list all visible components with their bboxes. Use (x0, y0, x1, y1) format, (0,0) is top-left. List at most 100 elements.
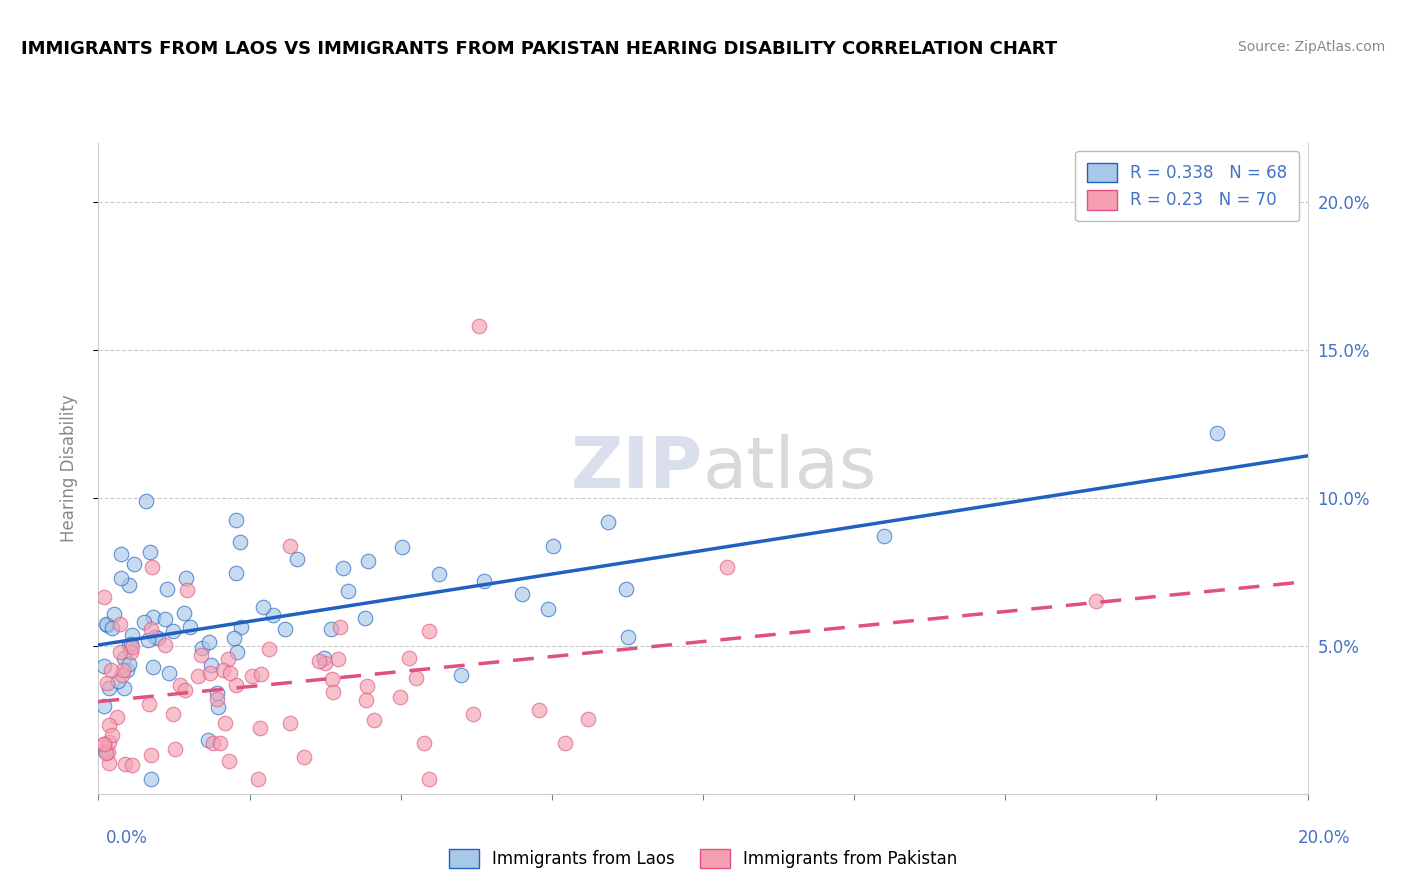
Point (262, 607, 284, 622)
Point (873, 529, 896, 543)
Point (111, 668, 134, 682)
Point (472, 574, 495, 588)
Point (107, 710, 129, 724)
Legend: Immigrants from Laos, Immigrants from Pakistan: Immigrants from Laos, Immigrants from Pa… (441, 842, 965, 875)
Point (198, 665, 221, 680)
Point (354, 611, 377, 625)
Point (278, 540, 301, 554)
Point (332, 561, 354, 575)
Point (292, 749, 315, 764)
Point (212, 663, 235, 677)
Point (391, 541, 413, 555)
Point (120, 637, 142, 651)
Point (187, 669, 209, 683)
Point (205, 686, 228, 700)
Point (322, 684, 344, 698)
Point (98, 735, 121, 749)
Point (249, 721, 271, 735)
Point (418, 624, 440, 638)
Point (207, 691, 229, 706)
Point (252, 600, 274, 615)
Point (118, 657, 141, 671)
Point (169, 678, 191, 692)
Point (240, 669, 263, 683)
Point (174, 571, 197, 585)
Point (1085, 594, 1108, 608)
Point (118, 638, 141, 652)
Point (576, 712, 599, 726)
Point (337, 584, 360, 599)
Point (543, 539, 565, 553)
Point (108, 645, 131, 659)
Point (121, 757, 143, 772)
Point (614, 582, 637, 597)
Point (121, 640, 143, 654)
Point (157, 665, 180, 680)
Point (132, 615, 155, 629)
Point (93, 737, 115, 751)
Point (112, 663, 135, 677)
Point (155, 638, 177, 652)
Point (218, 754, 240, 768)
Point (217, 652, 239, 666)
Point (363, 713, 385, 727)
Point (162, 706, 184, 721)
Point (110, 571, 132, 585)
Point (450, 668, 472, 682)
Point (214, 716, 236, 731)
Point (287, 552, 309, 566)
Point (124, 557, 146, 571)
Point (100, 663, 122, 677)
Point (247, 772, 270, 786)
Point (418, 772, 440, 786)
Point (143, 630, 166, 644)
Point (308, 654, 330, 668)
Point (94, 744, 117, 758)
Legend: R = 0.338   N = 68, R = 0.23   N = 70: R = 0.338 N = 68, R = 0.23 N = 70 (1076, 151, 1299, 221)
Point (389, 690, 412, 705)
Point (596, 515, 619, 529)
Point (108, 617, 131, 632)
Point (225, 513, 247, 527)
Point (273, 622, 295, 636)
Point (139, 545, 162, 559)
Point (257, 641, 280, 656)
Text: IMMIGRANTS FROM LAOS VS IMMIGRANTS FROM PAKISTAN HEARING DISABILITY CORRELATION : IMMIGRANTS FROM LAOS VS IMMIGRANTS FROM … (21, 40, 1057, 58)
Point (174, 682, 197, 697)
Point (142, 610, 165, 624)
Point (98, 756, 121, 770)
Point (218, 665, 240, 680)
Point (231, 619, 253, 633)
Point (229, 535, 252, 549)
Point (93, 590, 115, 604)
Point (427, 567, 450, 582)
Point (120, 645, 142, 659)
Point (173, 606, 195, 620)
Point (412, 736, 434, 750)
Point (118, 577, 141, 591)
Point (321, 672, 343, 686)
Point (1206, 425, 1229, 440)
Point (110, 548, 132, 562)
Point (94, 616, 117, 631)
Text: Source: ZipAtlas.com: Source: ZipAtlas.com (1237, 40, 1385, 54)
Point (97, 718, 120, 732)
Point (222, 631, 245, 645)
Point (312, 650, 335, 665)
Point (114, 757, 136, 772)
Point (527, 703, 550, 717)
Point (162, 624, 184, 638)
Point (225, 566, 247, 581)
Point (179, 620, 201, 634)
Text: ZIP: ZIP (571, 434, 703, 503)
Point (617, 630, 640, 644)
Point (200, 657, 222, 672)
Text: 0.0%: 0.0% (105, 829, 148, 847)
Point (468, 319, 491, 334)
Point (142, 659, 165, 673)
Point (96, 746, 118, 760)
Point (93, 737, 115, 751)
Point (112, 681, 135, 695)
Point (278, 716, 301, 731)
Point (250, 666, 273, 681)
